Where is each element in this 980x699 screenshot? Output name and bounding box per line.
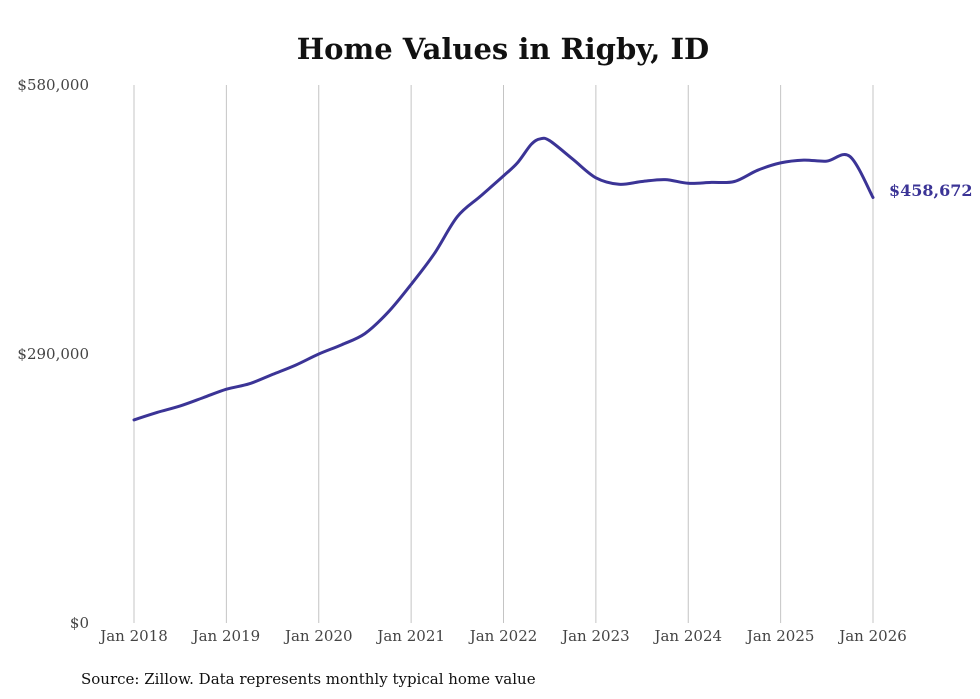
x-gridlines — [133, 85, 874, 623]
y-axis-ticks: $0 $290,000 $580,000 — [17, 76, 89, 632]
x-tick-label-5: Jan 2023 — [560, 627, 630, 645]
y-tick-label-2: $580,000 — [17, 76, 89, 94]
x-tick-label-2: Jan 2020 — [283, 627, 353, 645]
source-note: Source: Zillow. Data represents monthly … — [81, 670, 536, 688]
x-tick-label-8: Jan 2026 — [837, 627, 907, 645]
x-tick-label-7: Jan 2025 — [745, 627, 815, 645]
x-tick-label-1: Jan 2019 — [191, 627, 261, 645]
y-tick-label-0: $0 — [70, 614, 89, 632]
x-tick-label-3: Jan 2021 — [375, 627, 445, 645]
x-tick-label-0: Jan 2018 — [98, 627, 168, 645]
y-tick-label-1: $290,000 — [17, 345, 89, 363]
chart-title: Home Values in Rigby, ID — [297, 32, 709, 66]
x-axis-ticks: Jan 2018 Jan 2019 Jan 2020 Jan 2021 Jan 2022… — [98, 627, 907, 645]
series-line-home-value — [132, 136, 875, 422]
end-value-label: $458,672 — [889, 181, 973, 200]
x-tick-label-4: Jan 2022 — [468, 627, 538, 645]
x-tick-label-6: Jan 2024 — [652, 627, 722, 645]
